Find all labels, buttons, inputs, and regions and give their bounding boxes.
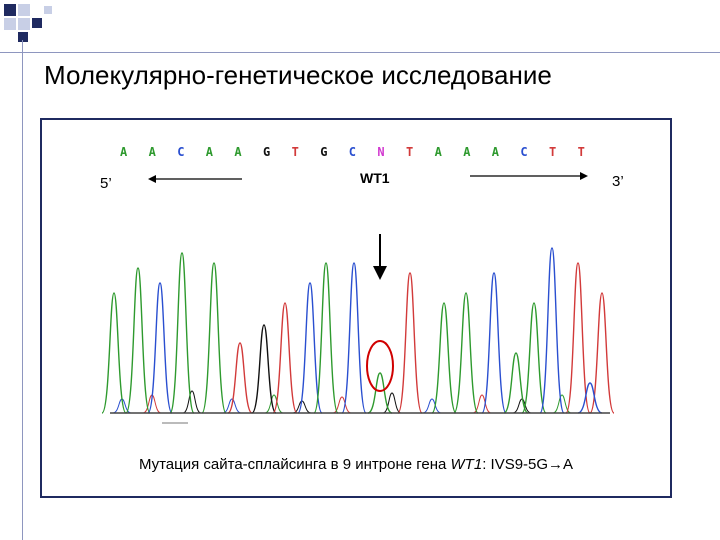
trace-peak <box>125 267 151 414</box>
caption-gene: WT1 <box>450 456 483 473</box>
sequence-letter: T <box>406 145 413 159</box>
sequence-letter: A <box>435 145 443 159</box>
label-3-prime: 3’ <box>612 173 624 190</box>
down-arrow-icon <box>373 234 387 280</box>
figure-caption: Мутация сайта-сплайсинга в 9 интроне ген… <box>42 456 670 473</box>
sequence-letter: T <box>549 145 556 159</box>
trace-peak <box>589 292 615 414</box>
trace-peak <box>512 398 532 414</box>
sequence-letter: G <box>263 145 270 159</box>
caption-arrow-icon: → <box>548 456 564 473</box>
chromatogram-traces <box>101 247 615 414</box>
sequence-letter: A <box>463 145 471 159</box>
trace-peak <box>222 398 242 414</box>
trace-peak <box>201 262 227 414</box>
trace-peak <box>341 262 367 414</box>
sequence-letter: C <box>349 145 356 159</box>
sequence-letter: T <box>292 145 299 159</box>
gene-label: WT1 <box>360 170 390 186</box>
trace-peak <box>147 282 173 414</box>
sequence-letter: C <box>177 145 184 159</box>
trace-peak <box>382 392 402 414</box>
sequence-letter: G <box>320 145 327 159</box>
trace-peak <box>503 352 529 414</box>
right-arrow-icon <box>470 172 588 180</box>
left-arrow-icon <box>148 175 242 183</box>
trace-peak <box>272 302 298 414</box>
sequence-letter: C <box>520 145 527 159</box>
sequence-letter: A <box>206 145 214 159</box>
trace-peak <box>182 390 202 414</box>
trace-peak <box>169 252 195 414</box>
trace-peak <box>565 262 591 414</box>
decor-horizontal-line <box>0 52 720 53</box>
sequence-letter: A <box>120 145 128 159</box>
trace-peak <box>552 394 572 414</box>
sequence-letter: N <box>377 145 384 159</box>
caption-end: A <box>563 456 574 473</box>
label-5-prime: 5’ <box>100 175 112 192</box>
sequence-letter: A <box>492 145 500 159</box>
figure-frame: A A C A A G T G C N T A A A C T T 5’ 3’ WT1 Мутация сайт… <box>40 118 672 498</box>
decor-vertical-line <box>22 40 23 540</box>
trace-peak <box>472 394 492 414</box>
trace-peak <box>101 292 127 414</box>
trace-peak <box>264 394 284 414</box>
trace-peak <box>251 324 277 414</box>
sequence-letter: T <box>578 145 585 159</box>
trace-peak <box>227 342 253 414</box>
trace-peak <box>453 292 479 414</box>
trace-peak <box>367 372 393 414</box>
mutation-highlight-circle <box>366 340 394 392</box>
caption-prefix: Мутация сайта-сплайсинга в 9 интроне ген… <box>138 456 451 473</box>
trace-peak <box>422 398 442 414</box>
trace-peak <box>481 272 507 414</box>
trace-peak <box>297 282 323 414</box>
trace-peak <box>313 262 339 414</box>
sequence-letter: A <box>234 145 242 159</box>
trace-peak <box>397 272 423 414</box>
caption-suffix: : IVS9-5G <box>482 456 549 473</box>
trace-peak <box>577 382 603 414</box>
trace-peak <box>431 302 457 414</box>
trace-peak <box>332 396 352 414</box>
trace-peak <box>539 247 565 414</box>
page-title: Молекулярно-генетическое исследование <box>44 60 552 90</box>
sequence-letter: A <box>149 145 157 159</box>
trace-peak <box>521 302 547 414</box>
